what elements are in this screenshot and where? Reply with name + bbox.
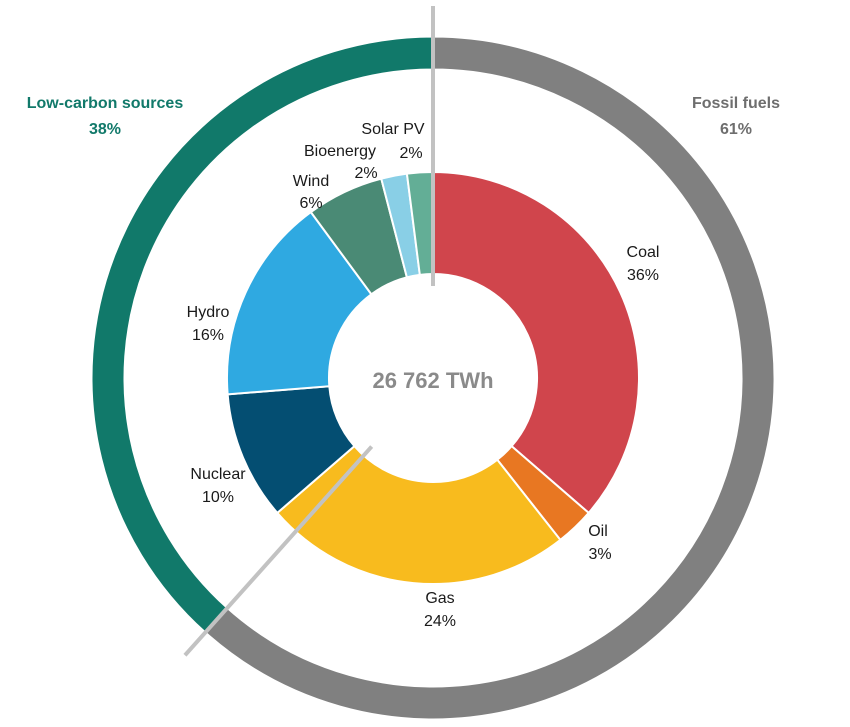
hydro-label: Hydro <box>187 304 230 321</box>
inner-slice-hydro <box>226 210 373 396</box>
inner-ring <box>226 170 640 585</box>
bioenergy-value: 2% <box>354 165 377 182</box>
inner-slice-gas <box>275 444 562 585</box>
inner-slice-coal <box>432 170 640 515</box>
coal-value: 36% <box>627 267 659 284</box>
wind-label: Wind <box>293 173 329 190</box>
coal-label: Coal <box>627 244 660 261</box>
oil-label: Oil <box>588 523 608 540</box>
oil-value: 3% <box>588 546 611 563</box>
wind-value: 6% <box>299 195 322 212</box>
low-carbon-value: 38% <box>89 121 121 138</box>
solar-pv-label: Solar PV <box>361 121 424 138</box>
hydro-value: 16% <box>192 327 224 344</box>
bioenergy-label: Bioenergy <box>304 143 376 160</box>
gas-value: 24% <box>424 613 456 630</box>
nuclear-label: Nuclear <box>190 466 246 483</box>
low-carbon-label: Low-carbon sources <box>27 95 184 112</box>
fossil-fuels-value: 61% <box>720 121 752 138</box>
fossil-fuels-label: Fossil fuels <box>692 95 780 112</box>
nuclear-value: 10% <box>202 489 234 506</box>
solar-pv-value: 2% <box>399 145 422 162</box>
gas-label: Gas <box>425 590 454 607</box>
center-total-label: 26 762 TWh <box>372 368 493 393</box>
divider-line-bottom <box>183 445 374 657</box>
divider-lines <box>183 6 435 657</box>
